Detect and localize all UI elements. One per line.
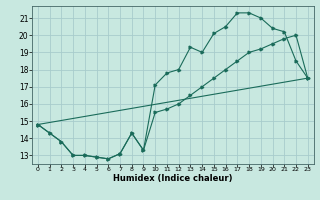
X-axis label: Humidex (Indice chaleur): Humidex (Indice chaleur): [113, 174, 233, 183]
